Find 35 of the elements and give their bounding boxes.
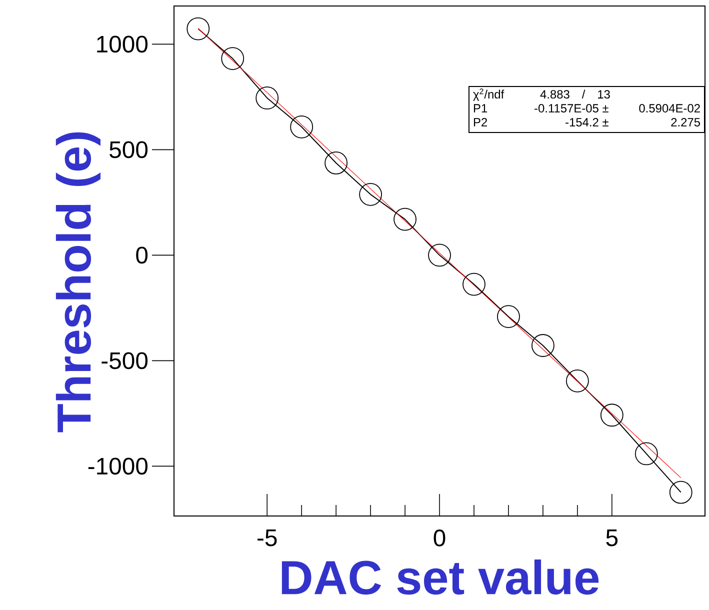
annotation: P2 xyxy=(474,118,488,126)
point xyxy=(566,369,589,392)
point xyxy=(290,115,314,138)
annotation: / xyxy=(582,90,586,99)
point xyxy=(532,334,554,357)
annotation: χ$^{2}$/ndf xyxy=(473,88,504,101)
y-tick-label: 0 xyxy=(136,246,148,264)
x-tick-label: 0 xyxy=(434,530,446,546)
annotation: -0.1157E-05 ± xyxy=(534,104,608,113)
point xyxy=(256,86,279,110)
annotation: 4.883 xyxy=(540,90,570,99)
y-tick-label: 500 xyxy=(110,141,148,158)
x-tick-label: 5 xyxy=(606,530,618,546)
point xyxy=(324,152,348,174)
point xyxy=(600,404,624,427)
annotation: 2.275 xyxy=(671,118,700,126)
point xyxy=(497,305,520,328)
point xyxy=(669,480,692,504)
point xyxy=(359,182,382,206)
point xyxy=(634,442,658,466)
x-tick-label: -5 xyxy=(258,530,277,546)
y-tick-label: 1000 xyxy=(97,36,148,53)
point xyxy=(186,17,210,40)
x-axis-title: DAC set value xyxy=(282,560,599,595)
point xyxy=(462,272,486,296)
annotation: 0.5904E-02 xyxy=(639,104,700,113)
annotation: -154.2 ± xyxy=(566,118,608,126)
y-axis-title: Threshold (e) xyxy=(56,132,100,432)
annotation: P1 xyxy=(474,104,488,112)
y-tick-label: -500 xyxy=(102,352,148,370)
annotation: 13 xyxy=(598,90,610,99)
point xyxy=(428,244,451,267)
point xyxy=(394,208,416,231)
point xyxy=(221,47,244,70)
y-tick-label: -1000 xyxy=(88,458,148,475)
